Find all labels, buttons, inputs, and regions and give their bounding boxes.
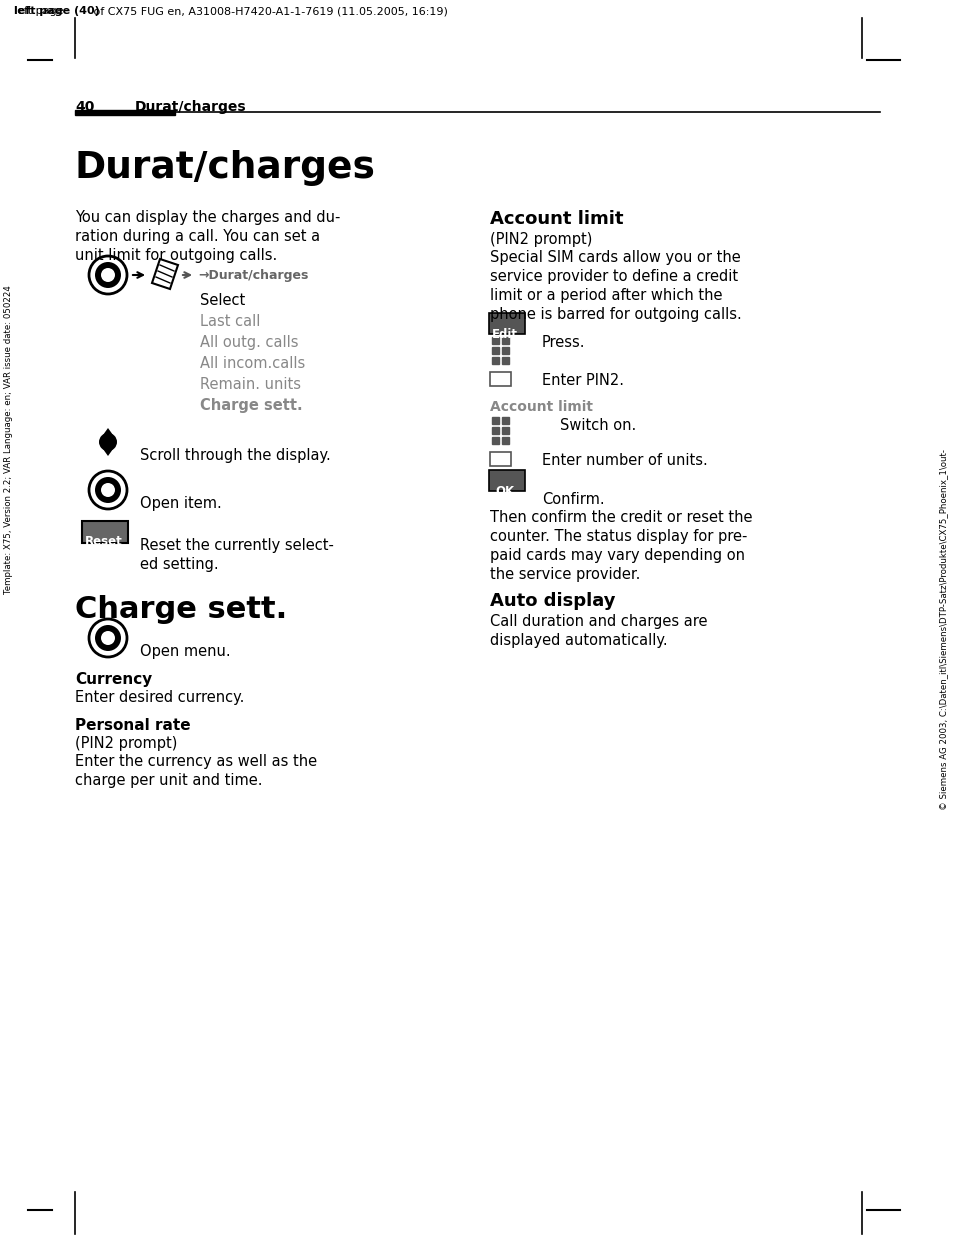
Text: charge per unit and time.: charge per unit and time. <box>75 773 262 787</box>
Bar <box>501 427 509 434</box>
Text: 40: 40 <box>75 100 94 113</box>
Text: Open item.: Open item. <box>140 496 221 511</box>
Text: Remain. units: Remain. units <box>200 378 301 392</box>
Text: paid cards may vary depending on: paid cards may vary depending on <box>490 548 744 563</box>
Polygon shape <box>103 449 112 456</box>
FancyBboxPatch shape <box>82 521 128 543</box>
Text: Call duration and charges are: Call duration and charges are <box>490 614 707 629</box>
Text: Account limit: Account limit <box>490 211 623 228</box>
Polygon shape <box>103 427 112 435</box>
Text: Enter desired currency.: Enter desired currency. <box>75 690 244 705</box>
Text: Charge sett.: Charge sett. <box>200 397 302 412</box>
Text: © Siemens AG 2003, C:\Daten_itl\Siemens\DTP-Satz\Produkte\CX75_Phoenix_1\out-: © Siemens AG 2003, C:\Daten_itl\Siemens\… <box>939 450 947 810</box>
Text: Press.: Press. <box>541 335 585 350</box>
Text: Confirm.: Confirm. <box>541 492 604 507</box>
Text: Open menu.: Open menu. <box>140 644 231 659</box>
Text: Currency: Currency <box>75 672 152 687</box>
Text: left page: left page <box>14 6 67 16</box>
Circle shape <box>95 477 121 503</box>
Bar <box>490 373 511 386</box>
Text: (PIN2 prompt): (PIN2 prompt) <box>75 736 177 751</box>
Text: Special SIM cards allow you or the: Special SIM cards allow you or the <box>490 250 740 265</box>
Bar <box>492 346 498 354</box>
Text: limit or a period after which the: limit or a period after which the <box>490 288 721 303</box>
Bar <box>75 110 174 115</box>
Text: phone is barred for outgoing calls.: phone is barred for outgoing calls. <box>490 307 741 321</box>
Bar <box>492 437 498 444</box>
Text: Then confirm the credit or reset the: Then confirm the credit or reset the <box>490 510 752 525</box>
Bar <box>501 336 509 344</box>
Text: Enter the currency as well as the: Enter the currency as well as the <box>75 754 316 769</box>
Bar <box>501 417 509 424</box>
Text: Durat/charges: Durat/charges <box>135 100 247 113</box>
Text: Reset the currently select-: Reset the currently select- <box>140 538 334 553</box>
Text: Enter PIN2.: Enter PIN2. <box>541 373 623 388</box>
Text: Account limit: Account limit <box>490 400 593 414</box>
Text: ed setting.: ed setting. <box>140 557 218 572</box>
Text: You can display the charges and du-: You can display the charges and du- <box>75 211 340 226</box>
Bar <box>501 346 509 354</box>
Circle shape <box>101 630 115 645</box>
Bar <box>501 437 509 444</box>
Text: All outg. calls: All outg. calls <box>200 335 298 350</box>
Text: counter. The status display for pre-: counter. The status display for pre- <box>490 530 746 545</box>
Bar <box>492 417 498 424</box>
Text: Auto display: Auto display <box>490 592 615 611</box>
Text: Reset: Reset <box>85 535 123 548</box>
Bar <box>490 452 511 466</box>
Bar <box>492 427 498 434</box>
Bar <box>492 358 498 364</box>
Text: →Durat/charges: →Durat/charges <box>198 269 308 282</box>
Text: Switch on.: Switch on. <box>559 417 636 434</box>
Text: Enter number of units.: Enter number of units. <box>541 454 707 468</box>
Circle shape <box>95 625 121 650</box>
Text: OK: OK <box>495 485 514 498</box>
Bar <box>492 336 498 344</box>
Bar <box>501 358 509 364</box>
Text: Template: X75, Version 2.2; VAR Language: en; VAR issue date: 050224: Template: X75, Version 2.2; VAR Language… <box>5 285 13 594</box>
Text: (PIN2 prompt): (PIN2 prompt) <box>490 232 592 247</box>
Circle shape <box>101 268 115 282</box>
Text: Select: Select <box>200 293 245 308</box>
Text: Charge sett.: Charge sett. <box>75 596 287 624</box>
Text: left page (40): left page (40) <box>14 6 100 16</box>
Text: Durat/charges: Durat/charges <box>75 150 375 186</box>
Text: All incom.calls: All incom.calls <box>200 356 305 371</box>
FancyBboxPatch shape <box>489 470 524 491</box>
Text: Edit: Edit <box>492 328 517 341</box>
Text: of CX75 FUG en, A31008-H7420-A1-1-7619 (11.05.2005, 16:19): of CX75 FUG en, A31008-H7420-A1-1-7619 (… <box>90 6 447 16</box>
Circle shape <box>101 483 115 497</box>
FancyBboxPatch shape <box>489 313 524 334</box>
Text: Last call: Last call <box>200 314 260 329</box>
Text: Scroll through the display.: Scroll through the display. <box>140 449 331 464</box>
Text: ration during a call. You can set a: ration during a call. You can set a <box>75 229 320 244</box>
Text: unit limit for outgoing calls.: unit limit for outgoing calls. <box>75 248 277 263</box>
Text: the service provider.: the service provider. <box>490 567 639 582</box>
Circle shape <box>95 262 121 288</box>
Text: displayed automatically.: displayed automatically. <box>490 633 667 648</box>
Circle shape <box>99 434 117 451</box>
Text: service provider to define a credit: service provider to define a credit <box>490 269 738 284</box>
Text: Personal rate: Personal rate <box>75 718 191 733</box>
